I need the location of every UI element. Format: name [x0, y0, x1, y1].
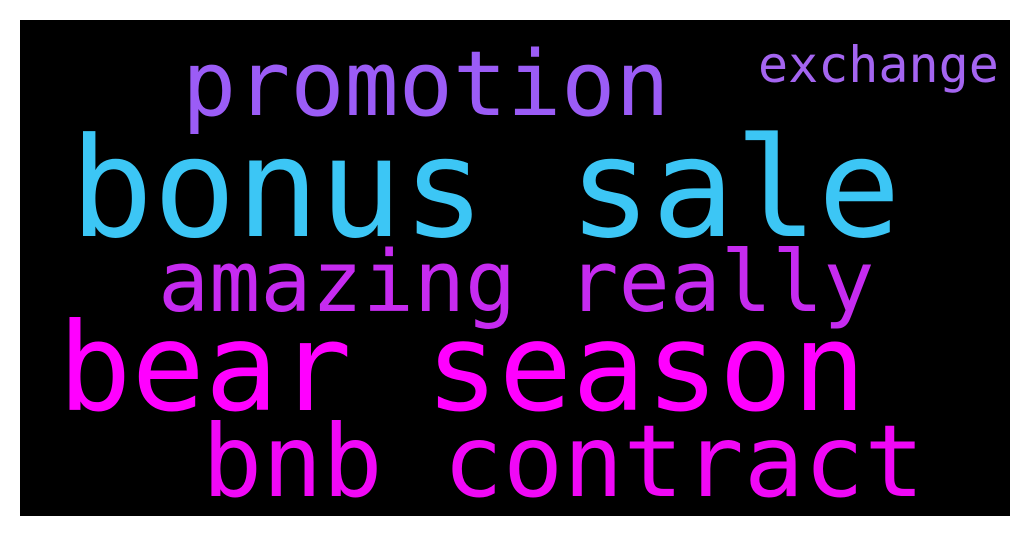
word-amazing-really: amazing really [158, 233, 875, 332]
word-exchange: exchange [758, 36, 999, 94]
word-promotion: promotion [182, 32, 670, 137]
word-bear-season: bear season [58, 297, 866, 439]
word-bnb-contract: bnb contract [202, 403, 925, 516]
word-cloud: promotion exchange bonus sale amazing re… [20, 20, 1010, 516]
word-bonus-sale: bonus sale [70, 108, 901, 269]
